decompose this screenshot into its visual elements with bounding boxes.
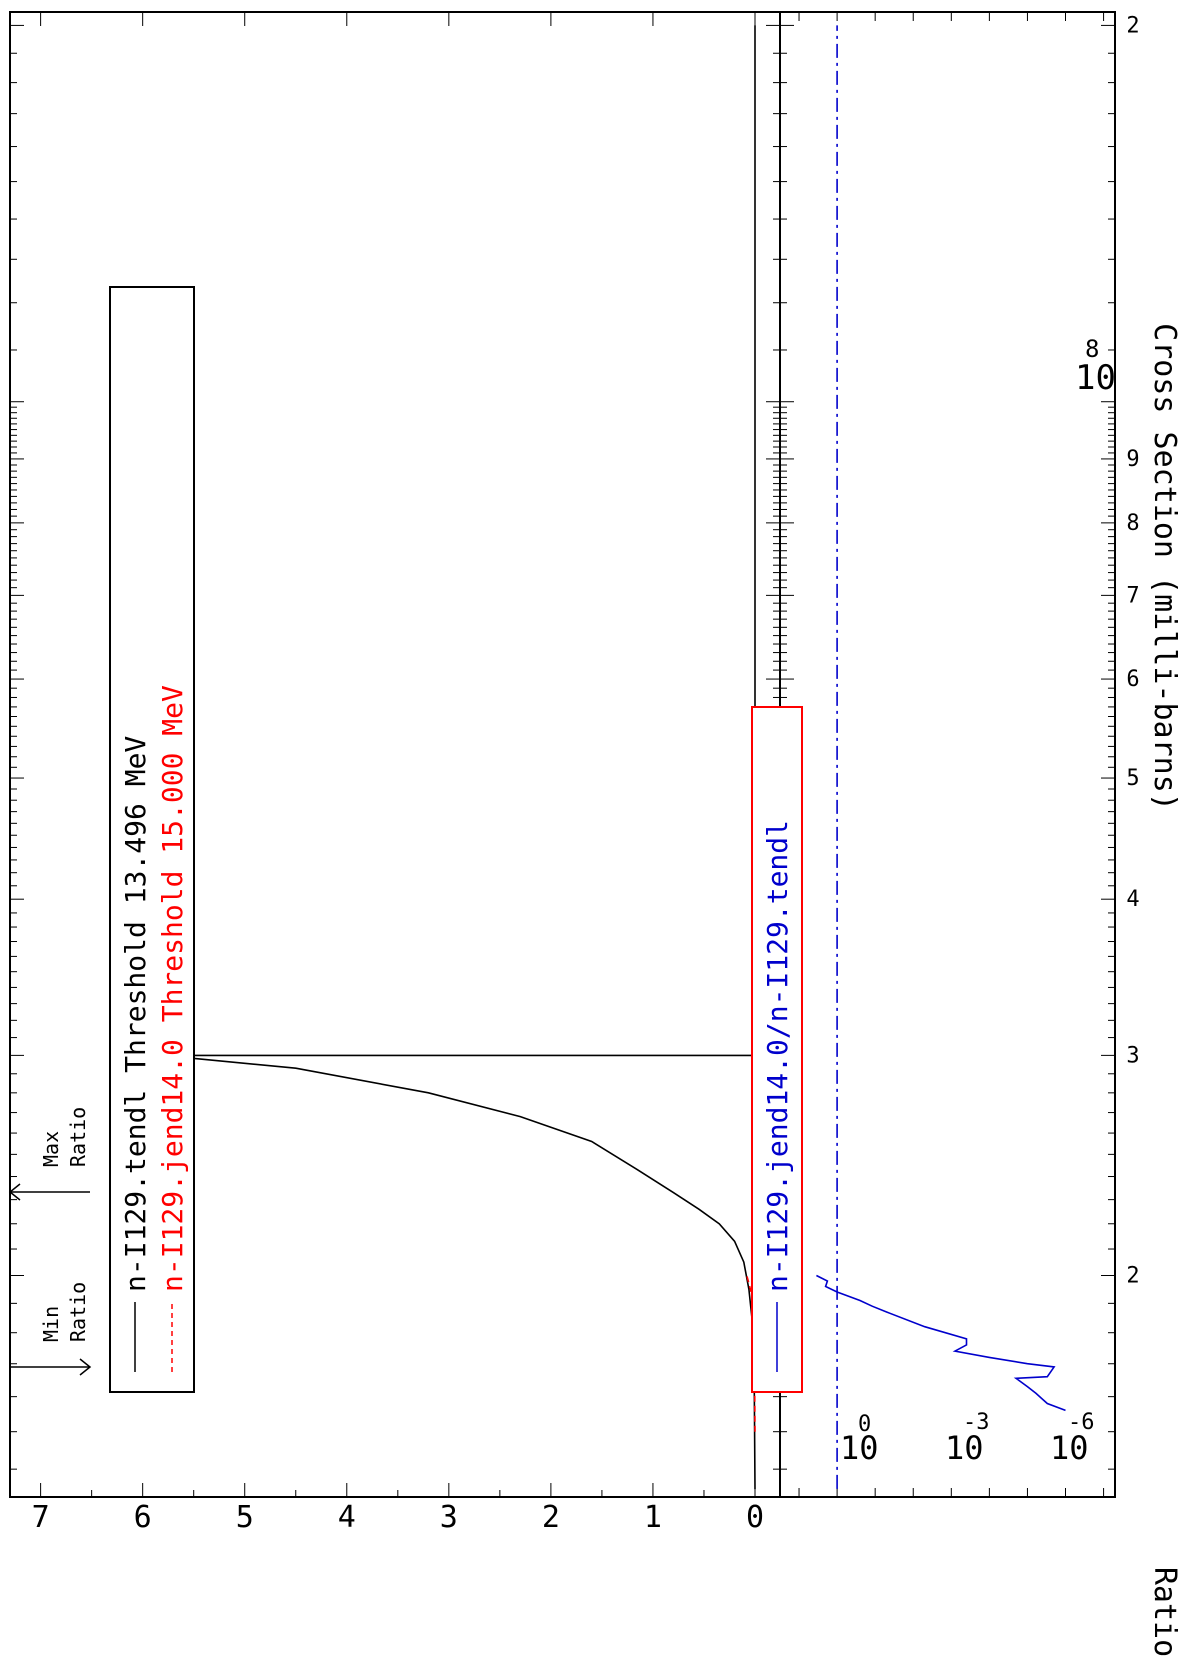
legend-label-tendl: n-I129.tendl Threshold 13.496 MeV <box>119 736 152 1292</box>
y-lower-label-base-2: 10 <box>1050 1429 1089 1467</box>
min-ratio-arrowhead <box>79 1358 92 1376</box>
x-tick-label-2: 4 <box>1126 887 1139 912</box>
series-upper-line-0 <box>163 25 756 1490</box>
legend-label-jendl: n-I129.jend14.0 Threshold 15.000 MeV <box>156 685 189 1292</box>
max-ratio-label-2: Ratio <box>66 1107 90 1167</box>
y-tick-labels-lower: 10 0 10 -3 10 -6 <box>840 1410 1095 1467</box>
y-lower-label-base-0: 10 <box>840 1429 879 1467</box>
y-lower-label-exp-0: 0 <box>858 1412 871 1437</box>
y-axis-label-lower: Ratio <box>1147 1567 1182 1657</box>
y-lower-label-exp-1: -3 <box>963 1410 990 1435</box>
series-lower-line-0 <box>816 1274 1066 1412</box>
legend-label-ratio: n-I129.jend14.0/n-I129.tendl <box>761 820 794 1292</box>
legend-upper: n-I129.tendl Threshold 13.496 MeV n-I129… <box>109 286 195 1393</box>
y-tick-label-upper-3: 3 <box>440 1500 458 1535</box>
y-tick-label-upper-4: 4 <box>338 1500 356 1535</box>
y-lower-label-base-1: 10 <box>945 1429 984 1467</box>
plot-area: 0 1 2 3 4 5 6 7 Min Ratio Max Ratio n-I129.tend… <box>8 11 1182 1657</box>
x-tick-label-4: 6 <box>1126 667 1139 692</box>
x-exponent-base: 10 <box>1075 358 1116 398</box>
min-ratio-label-1: Min <box>39 1306 63 1342</box>
y-tick-label-upper-2: 2 <box>542 1500 560 1535</box>
x-tick-label-3: 5 <box>1126 766 1139 791</box>
series-lower <box>816 25 1066 1489</box>
legend-lower-box <box>751 706 803 1393</box>
x-tick-label-8: 2 <box>1126 13 1139 38</box>
max-ratio-arrowhead <box>8 1183 21 1201</box>
max-ratio-label-1: Max <box>39 1131 63 1167</box>
x-exponent-label: 10 8 <box>1075 335 1116 398</box>
legend-upper-box <box>109 286 195 1393</box>
y-axis-ticks-upper: 0 1 2 3 4 5 6 7 <box>32 12 764 1535</box>
x-tick-labels: 2 3 4 5 6 7 8 9 2 <box>1126 13 1139 1288</box>
x-exponent-power: 8 <box>1085 335 1099 363</box>
y-tick-label-upper-6: 6 <box>134 1500 152 1535</box>
x-tick-label-7: 9 <box>1126 447 1139 472</box>
x-tick-label-5: 7 <box>1126 583 1139 608</box>
y-tick-label-upper-7: 7 <box>32 1500 50 1535</box>
legend-lower: n-I129.jend14.0/n-I129.tendl <box>751 706 803 1393</box>
y-tick-label-upper-0: 0 <box>746 1500 764 1535</box>
series-upper <box>163 25 756 1490</box>
y-tick-label-upper-5: 5 <box>236 1500 254 1535</box>
min-ratio-label-2: Ratio <box>66 1282 90 1342</box>
y-lower-label-exp-2: -6 <box>1068 1410 1095 1435</box>
lower-panel-frame <box>779 11 1116 1498</box>
x-tick-label-6: 8 <box>1126 511 1139 536</box>
y-axis-label-upper: Cross Section (milli-barns) <box>1147 323 1182 811</box>
x-tick-label-1: 3 <box>1126 1043 1139 1068</box>
y-tick-label-upper-1: 1 <box>644 1500 662 1535</box>
ratio-annotations: Min Ratio Max Ratio <box>8 1107 92 1376</box>
y-axis-ticks-lower <box>798 12 1105 1497</box>
x-tick-label-0: 2 <box>1126 1264 1139 1289</box>
